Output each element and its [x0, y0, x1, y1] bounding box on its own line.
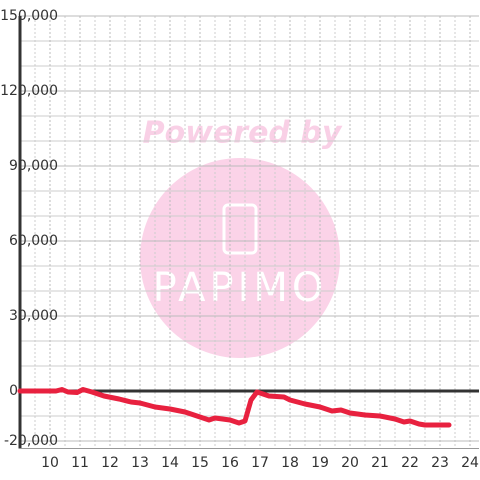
x-tick-label: 15 — [191, 455, 209, 471]
x-tick-label: 17 — [251, 455, 269, 471]
x-tick-label: 18 — [281, 455, 299, 471]
data-line — [17, 387, 452, 428]
x-tick-label: 23 — [431, 455, 449, 471]
x-tick-label: 24 — [461, 455, 479, 471]
x-tick-label: 21 — [371, 455, 389, 471]
watermark-icon — [222, 203, 258, 255]
watermark-text: Powered by — [143, 116, 343, 151]
x-tick-label: 20 — [341, 455, 359, 471]
x-tick-label: 12 — [101, 455, 119, 471]
watermark-logo: PAPIMO — [153, 265, 328, 311]
x-tick-label: 10 — [41, 455, 59, 471]
y-tick-label: 90,000 — [9, 158, 58, 174]
x-tick-label: 22 — [401, 455, 419, 471]
x-tick-label: 16 — [221, 455, 239, 471]
y-tick-label: 150,000 — [0, 8, 58, 24]
x-tick-label: 13 — [131, 455, 149, 471]
y-tick-label: -20,000 — [4, 433, 58, 449]
x-tick-label: 19 — [311, 455, 329, 471]
y-tick-label: 120,000 — [0, 83, 58, 99]
y-tick-label: 30,000 — [9, 308, 58, 324]
y-tick-label: 60,000 — [9, 233, 58, 249]
x-tick-label: 11 — [71, 455, 89, 471]
x-tick-label: 14 — [161, 455, 179, 471]
y-tick-label: 0 — [9, 383, 18, 399]
